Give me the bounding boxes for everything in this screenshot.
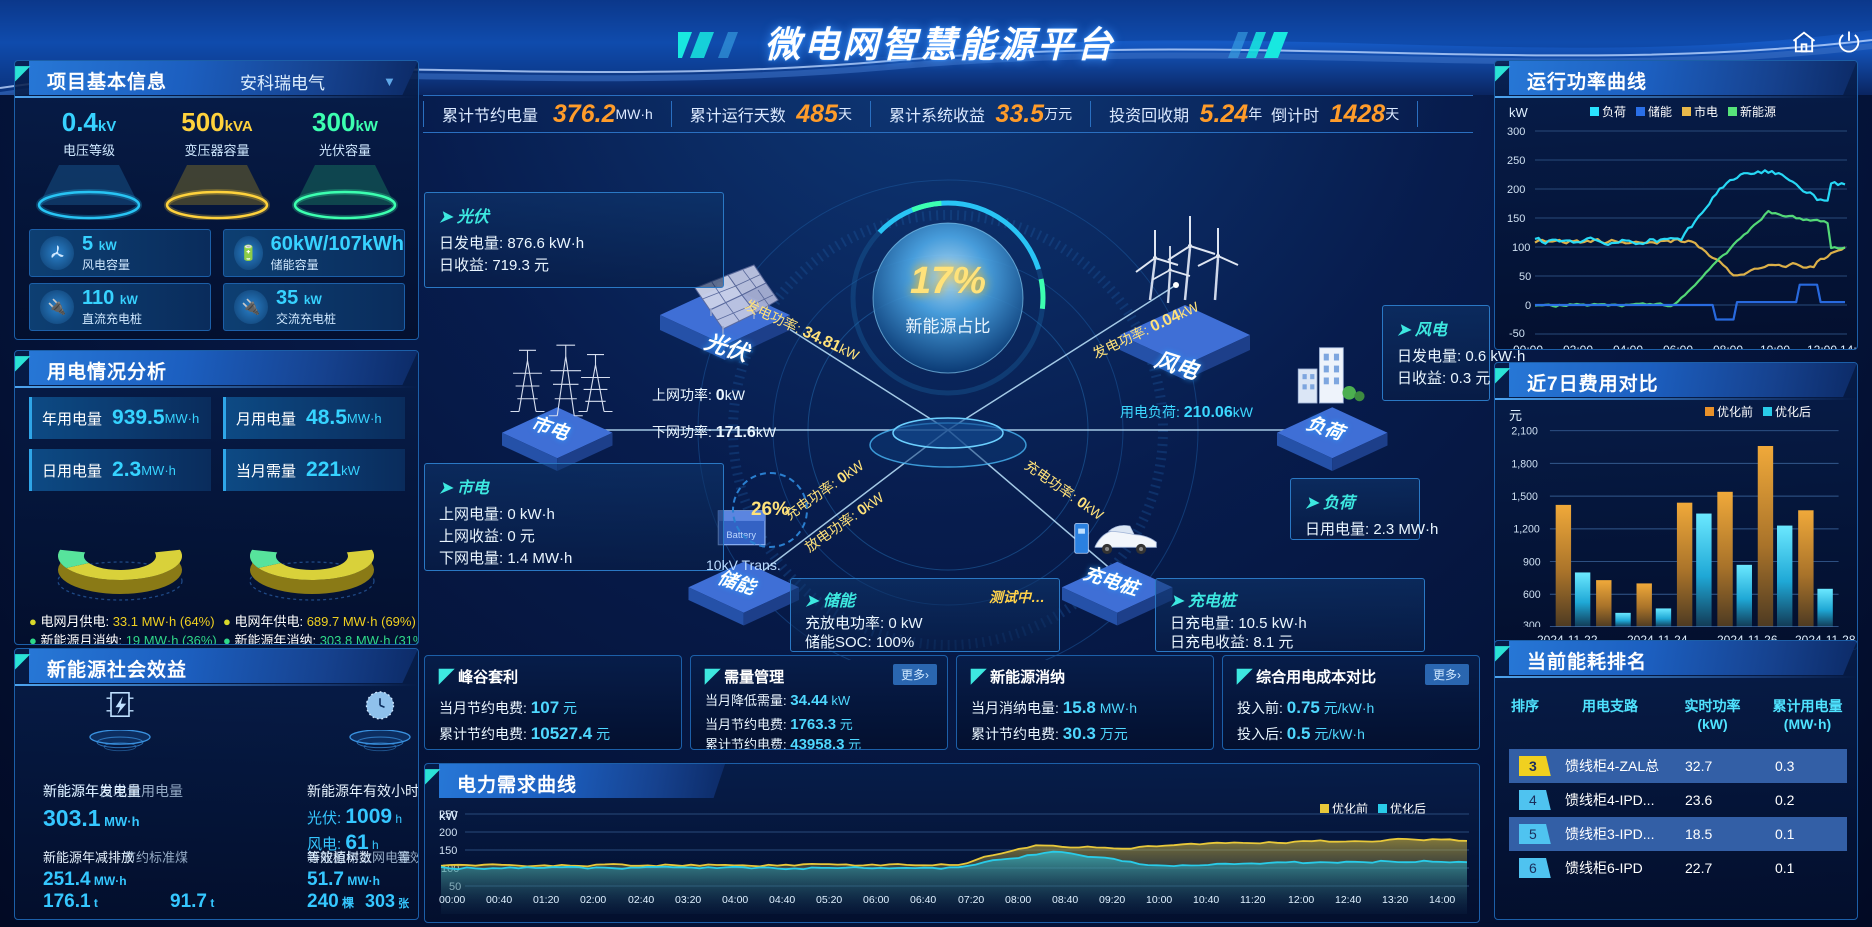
svg-text:-50: -50 — [1509, 328, 1525, 338]
svg-text:1,800: 1,800 — [1511, 458, 1538, 470]
svg-text:300: 300 — [1523, 620, 1541, 627]
svg-text:250: 250 — [1507, 155, 1525, 167]
svg-text:150: 150 — [1507, 213, 1525, 225]
svg-text:1,500: 1,500 — [1511, 491, 1538, 503]
svg-text:1,200: 1,200 — [1513, 524, 1540, 536]
svg-text:600: 600 — [1523, 589, 1541, 601]
svg-text:2,100: 2,100 — [1511, 426, 1538, 438]
svg-text:300: 300 — [1507, 126, 1525, 138]
svg-text:50: 50 — [1519, 271, 1531, 283]
svg-text:200: 200 — [1507, 184, 1525, 196]
svg-text:900: 900 — [1523, 556, 1541, 568]
svg-text:100: 100 — [1512, 242, 1530, 254]
svg-text:0: 0 — [1525, 300, 1531, 312]
